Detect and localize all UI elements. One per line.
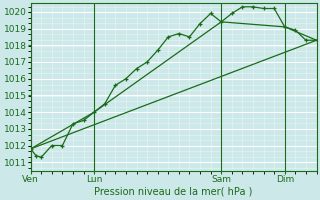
X-axis label: Pression niveau de la mer( hPa ): Pression niveau de la mer( hPa ) (94, 187, 253, 197)
